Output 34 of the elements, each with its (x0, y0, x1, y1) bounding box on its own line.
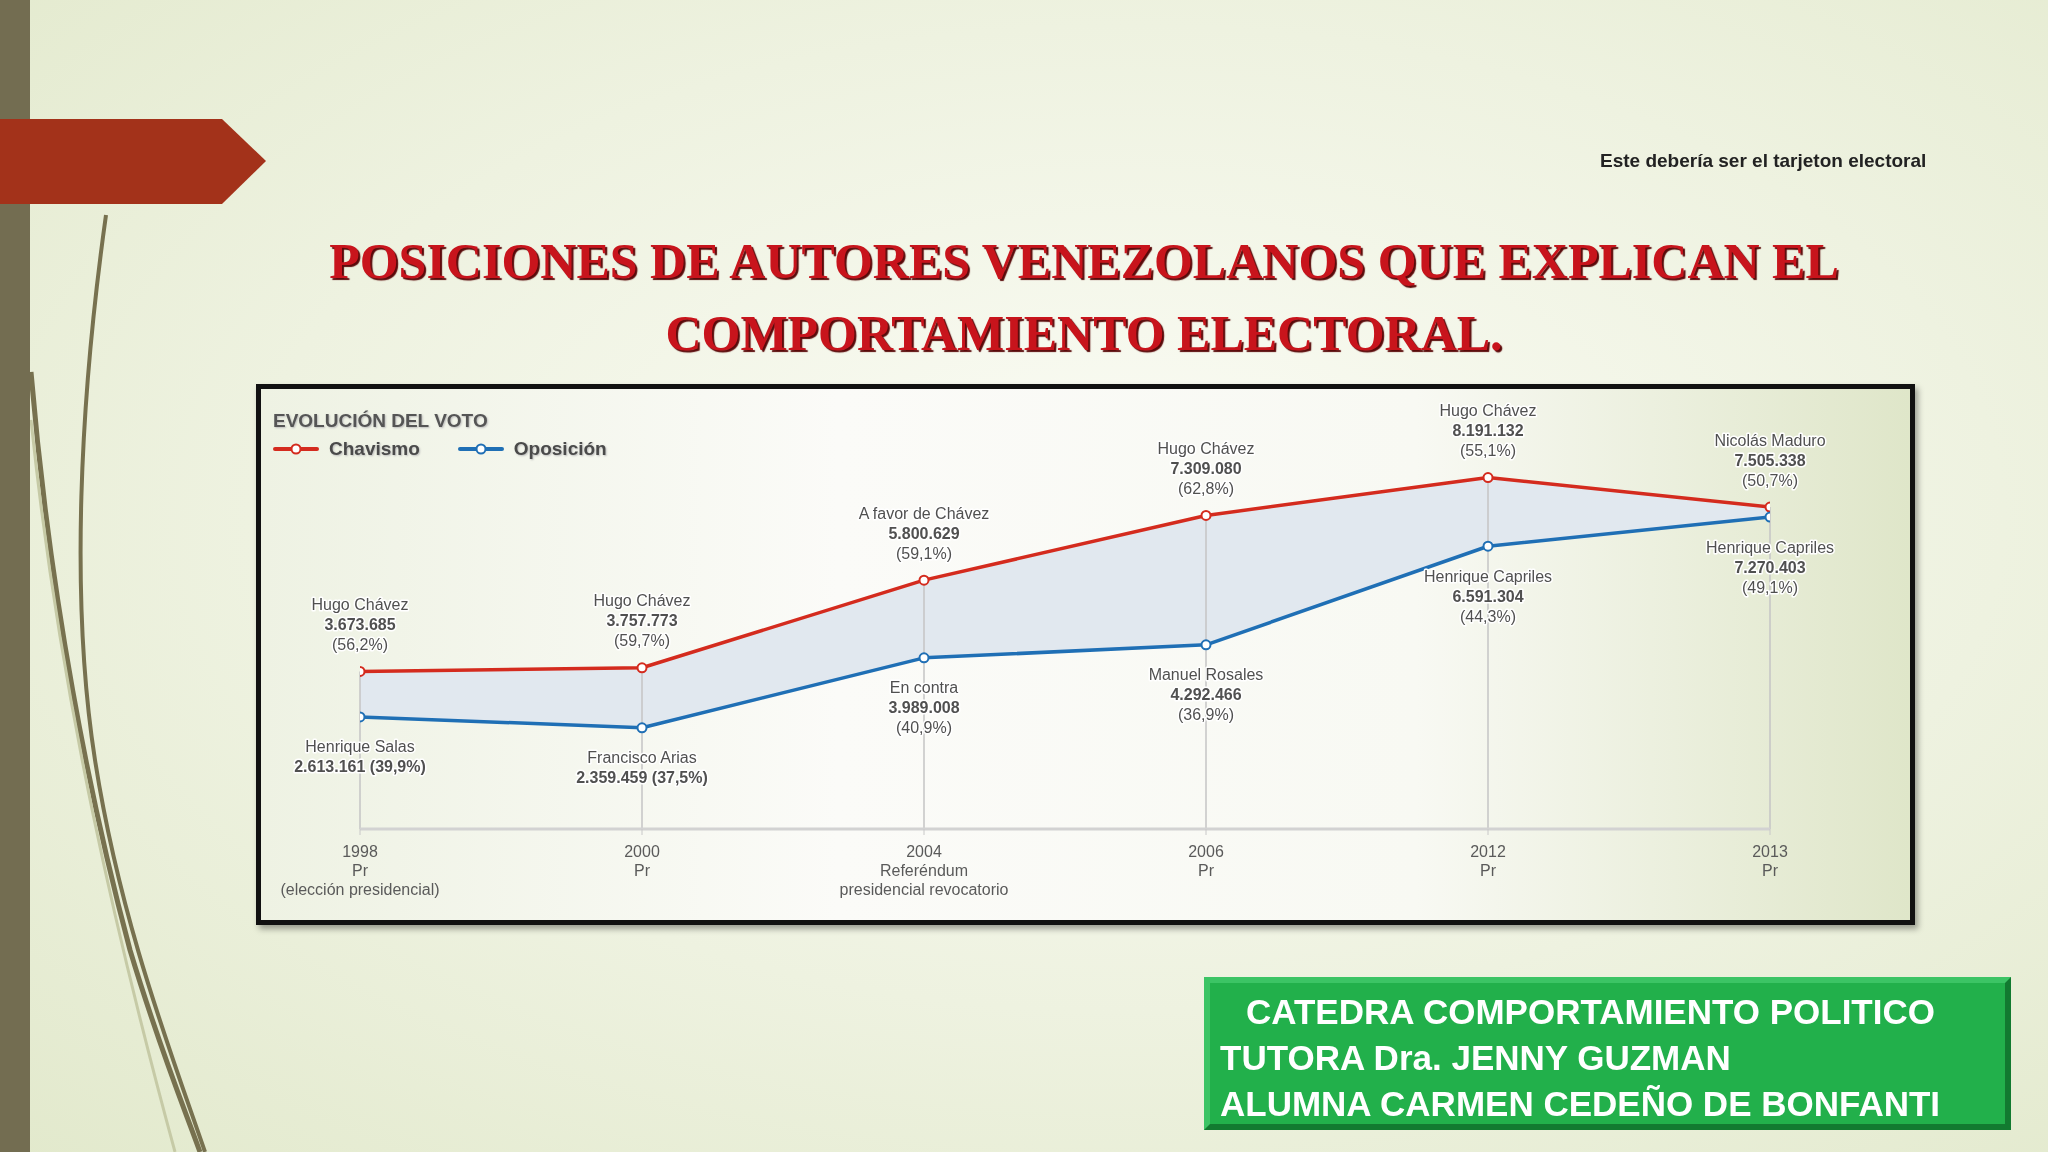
chart-title: POSICIONES DE AUTORES VENEZOLANOS QUE EXPLICAN EL COMPORTAMIENTO ELECTORAL. (328, 232, 1840, 363)
text: CATEDRA COMPORTAMIENTO POLITICO (1245, 991, 1936, 1033)
point (1482, 472, 1494, 484)
data-label: A favor de Chávez 5.800.629 (59,1%) (858, 504, 990, 562)
data-label: Hugo Chávez 3.673.685 (56,2%) (311, 595, 409, 653)
data-label: Hugo Chávez 7.309.080 (62,8%) (1157, 439, 1255, 497)
x-tick-label: 2006 Pr (1188, 842, 1224, 879)
data-label: Henrique Capriles 6.591.304 (44,3%) (1423, 567, 1553, 625)
point (1200, 509, 1212, 521)
point (918, 652, 930, 664)
text: TUTORA Dra. JENNY GUZMAN (1220, 1037, 1732, 1079)
data-label: Henrique Salas 2.613.161 (39,9%) (294, 738, 426, 776)
point (636, 722, 648, 734)
data-label: Francisco Arias 2.359.459 (37,5%) (576, 749, 708, 787)
point (918, 574, 930, 586)
point (1200, 639, 1212, 651)
text: Este debería ser el tarjeton electoral (1600, 150, 1927, 172)
chart-subtitle: EVOLUCIÓN DEL VOTO (273, 410, 488, 432)
point (1482, 540, 1494, 552)
data-label: En contra 3.989.008 (40,9%) (888, 679, 960, 737)
point (636, 662, 648, 674)
x-tick-label: 1998 Pr (elección presidencial) (280, 842, 440, 898)
x-tick-label: 2013 Pr (1752, 842, 1788, 879)
x-tick-label: 2000 Pr (624, 842, 660, 879)
text: ALUMNA CARMEN CEDEÑO DE BONFANTI (1220, 1083, 1942, 1125)
data-label: Nicolás Maduro 7.505.338 (50,7%) (1714, 431, 1826, 489)
data-label: Manuel Rosales 4.292.466 (36,9%) (1148, 666, 1264, 724)
legend-label: Oposición (513, 438, 607, 460)
x-tick-label: 2012 Pr (1470, 842, 1506, 879)
x-tick-label: 2004 Referéndum presidencial revocatorio (839, 842, 1009, 898)
legend-label: Chavismo (329, 438, 420, 460)
data-label: Hugo Chávez 3.757.773 (59,7%) (593, 592, 691, 650)
data-label: Hugo Chávez 8.191.132 (55,1%) (1439, 402, 1537, 460)
data-label: Henrique Capriles 7.270.403 (49,1%) (1705, 538, 1835, 596)
